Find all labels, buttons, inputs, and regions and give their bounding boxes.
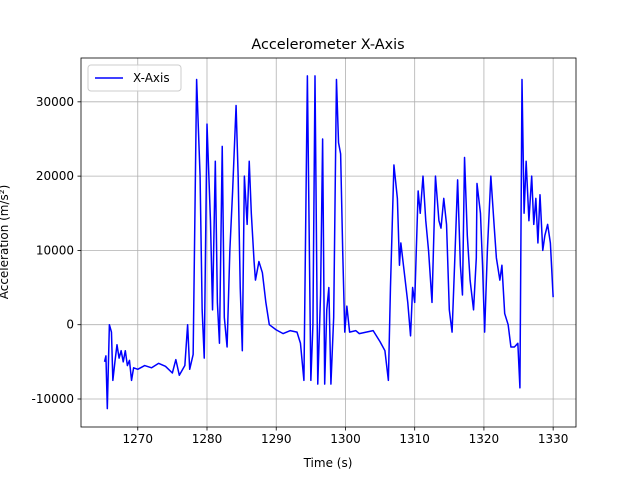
- y-tick-label: 0: [66, 318, 74, 332]
- x-tick-label: 1310: [399, 432, 430, 446]
- x-axis-label: Time (s): [303, 456, 353, 470]
- legend-label: X-Axis: [133, 71, 170, 85]
- plot-frame: [80, 57, 577, 428]
- y-tick-label: -10000: [31, 392, 74, 406]
- legend-box: [87, 64, 182, 92]
- x-tick-label: 1290: [261, 432, 292, 446]
- x-tick-label: 1280: [192, 432, 223, 446]
- y-tick-label: 30000: [36, 95, 74, 109]
- y-axis-label: Acceleration (m/s²): [0, 185, 11, 300]
- y-tick-label: 20000: [36, 169, 74, 183]
- data-line: [103, 75, 554, 410]
- x-tick-label: 1300: [330, 432, 361, 446]
- x-tick-label: 1270: [122, 432, 153, 446]
- y-tick-label: 10000: [36, 243, 74, 257]
- x-tick-label: 1320: [469, 432, 500, 446]
- chart-title: Accelerometer X-Axis: [251, 37, 404, 53]
- x-tick-label: 1330: [538, 432, 569, 446]
